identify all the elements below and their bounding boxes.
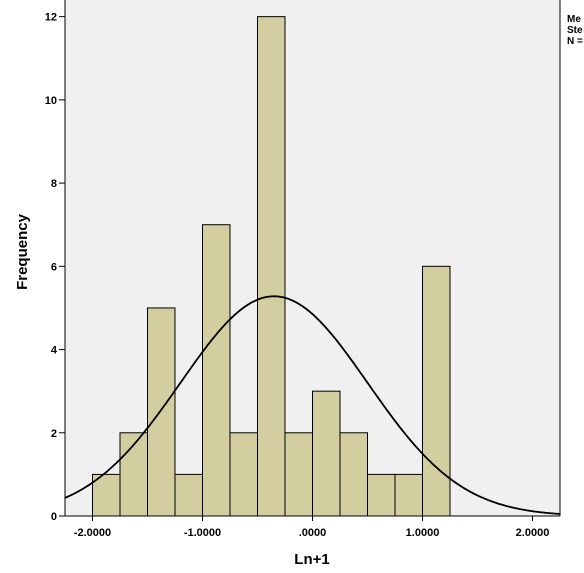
histogram-bar-3 — [174, 473, 203, 517]
x-ticks: -2.0000 -1.0000 .0000 1.0000 2.0000 — [74, 516, 549, 539]
histogram-bar-12 — [422, 265, 451, 517]
y-tick-label-0: 0 — [51, 511, 57, 523]
histogram-bar-2 — [147, 307, 176, 517]
x-axis-title: Ln+1 — [294, 551, 329, 568]
x-tick-label-1: -1.0000 — [184, 527, 221, 539]
stats-box: Me Ste N = — [567, 14, 583, 47]
y-axis-title: Frequency — [14, 213, 31, 290]
stats-label-n: N = — [567, 36, 583, 47]
bars-group — [92, 16, 451, 517]
histogram-bar-6 — [257, 16, 286, 517]
y-tick-label-3: 6 — [51, 261, 57, 273]
histogram-bar-1 — [119, 432, 148, 517]
x-tick-label-4: 2.0000 — [516, 527, 550, 539]
normal-curve — [64, 295, 561, 515]
histogram-bar-7 — [284, 432, 313, 517]
histogram-bar-0 — [92, 473, 121, 517]
histogram-bar-8 — [312, 390, 341, 517]
y-tick-label-4: 8 — [51, 178, 57, 190]
histogram-bar-4 — [202, 224, 231, 517]
histogram-bar-5 — [229, 432, 258, 517]
stats-label-stddev: Ste — [567, 25, 583, 36]
normal-curve-layer — [64, 295, 561, 515]
histogram-bar-10 — [367, 473, 396, 517]
y-tick-label-5: 10 — [45, 95, 57, 107]
x-tick-label-0: -2.0000 — [74, 527, 111, 539]
y-tick-label-2: 4 — [51, 345, 58, 357]
y-ticks: 0 2 4 6 8 10 12 — [45, 12, 65, 523]
x-tick-label-2: .0000 — [299, 527, 327, 539]
y-tick-label-1: 2 — [51, 428, 57, 440]
histogram-bar-9 — [339, 432, 368, 517]
stats-label-mean: Me — [567, 14, 581, 25]
y-tick-label-6: 12 — [45, 12, 57, 24]
x-tick-label-3: 1.0000 — [406, 527, 440, 539]
histogram-bar-11 — [394, 473, 423, 517]
